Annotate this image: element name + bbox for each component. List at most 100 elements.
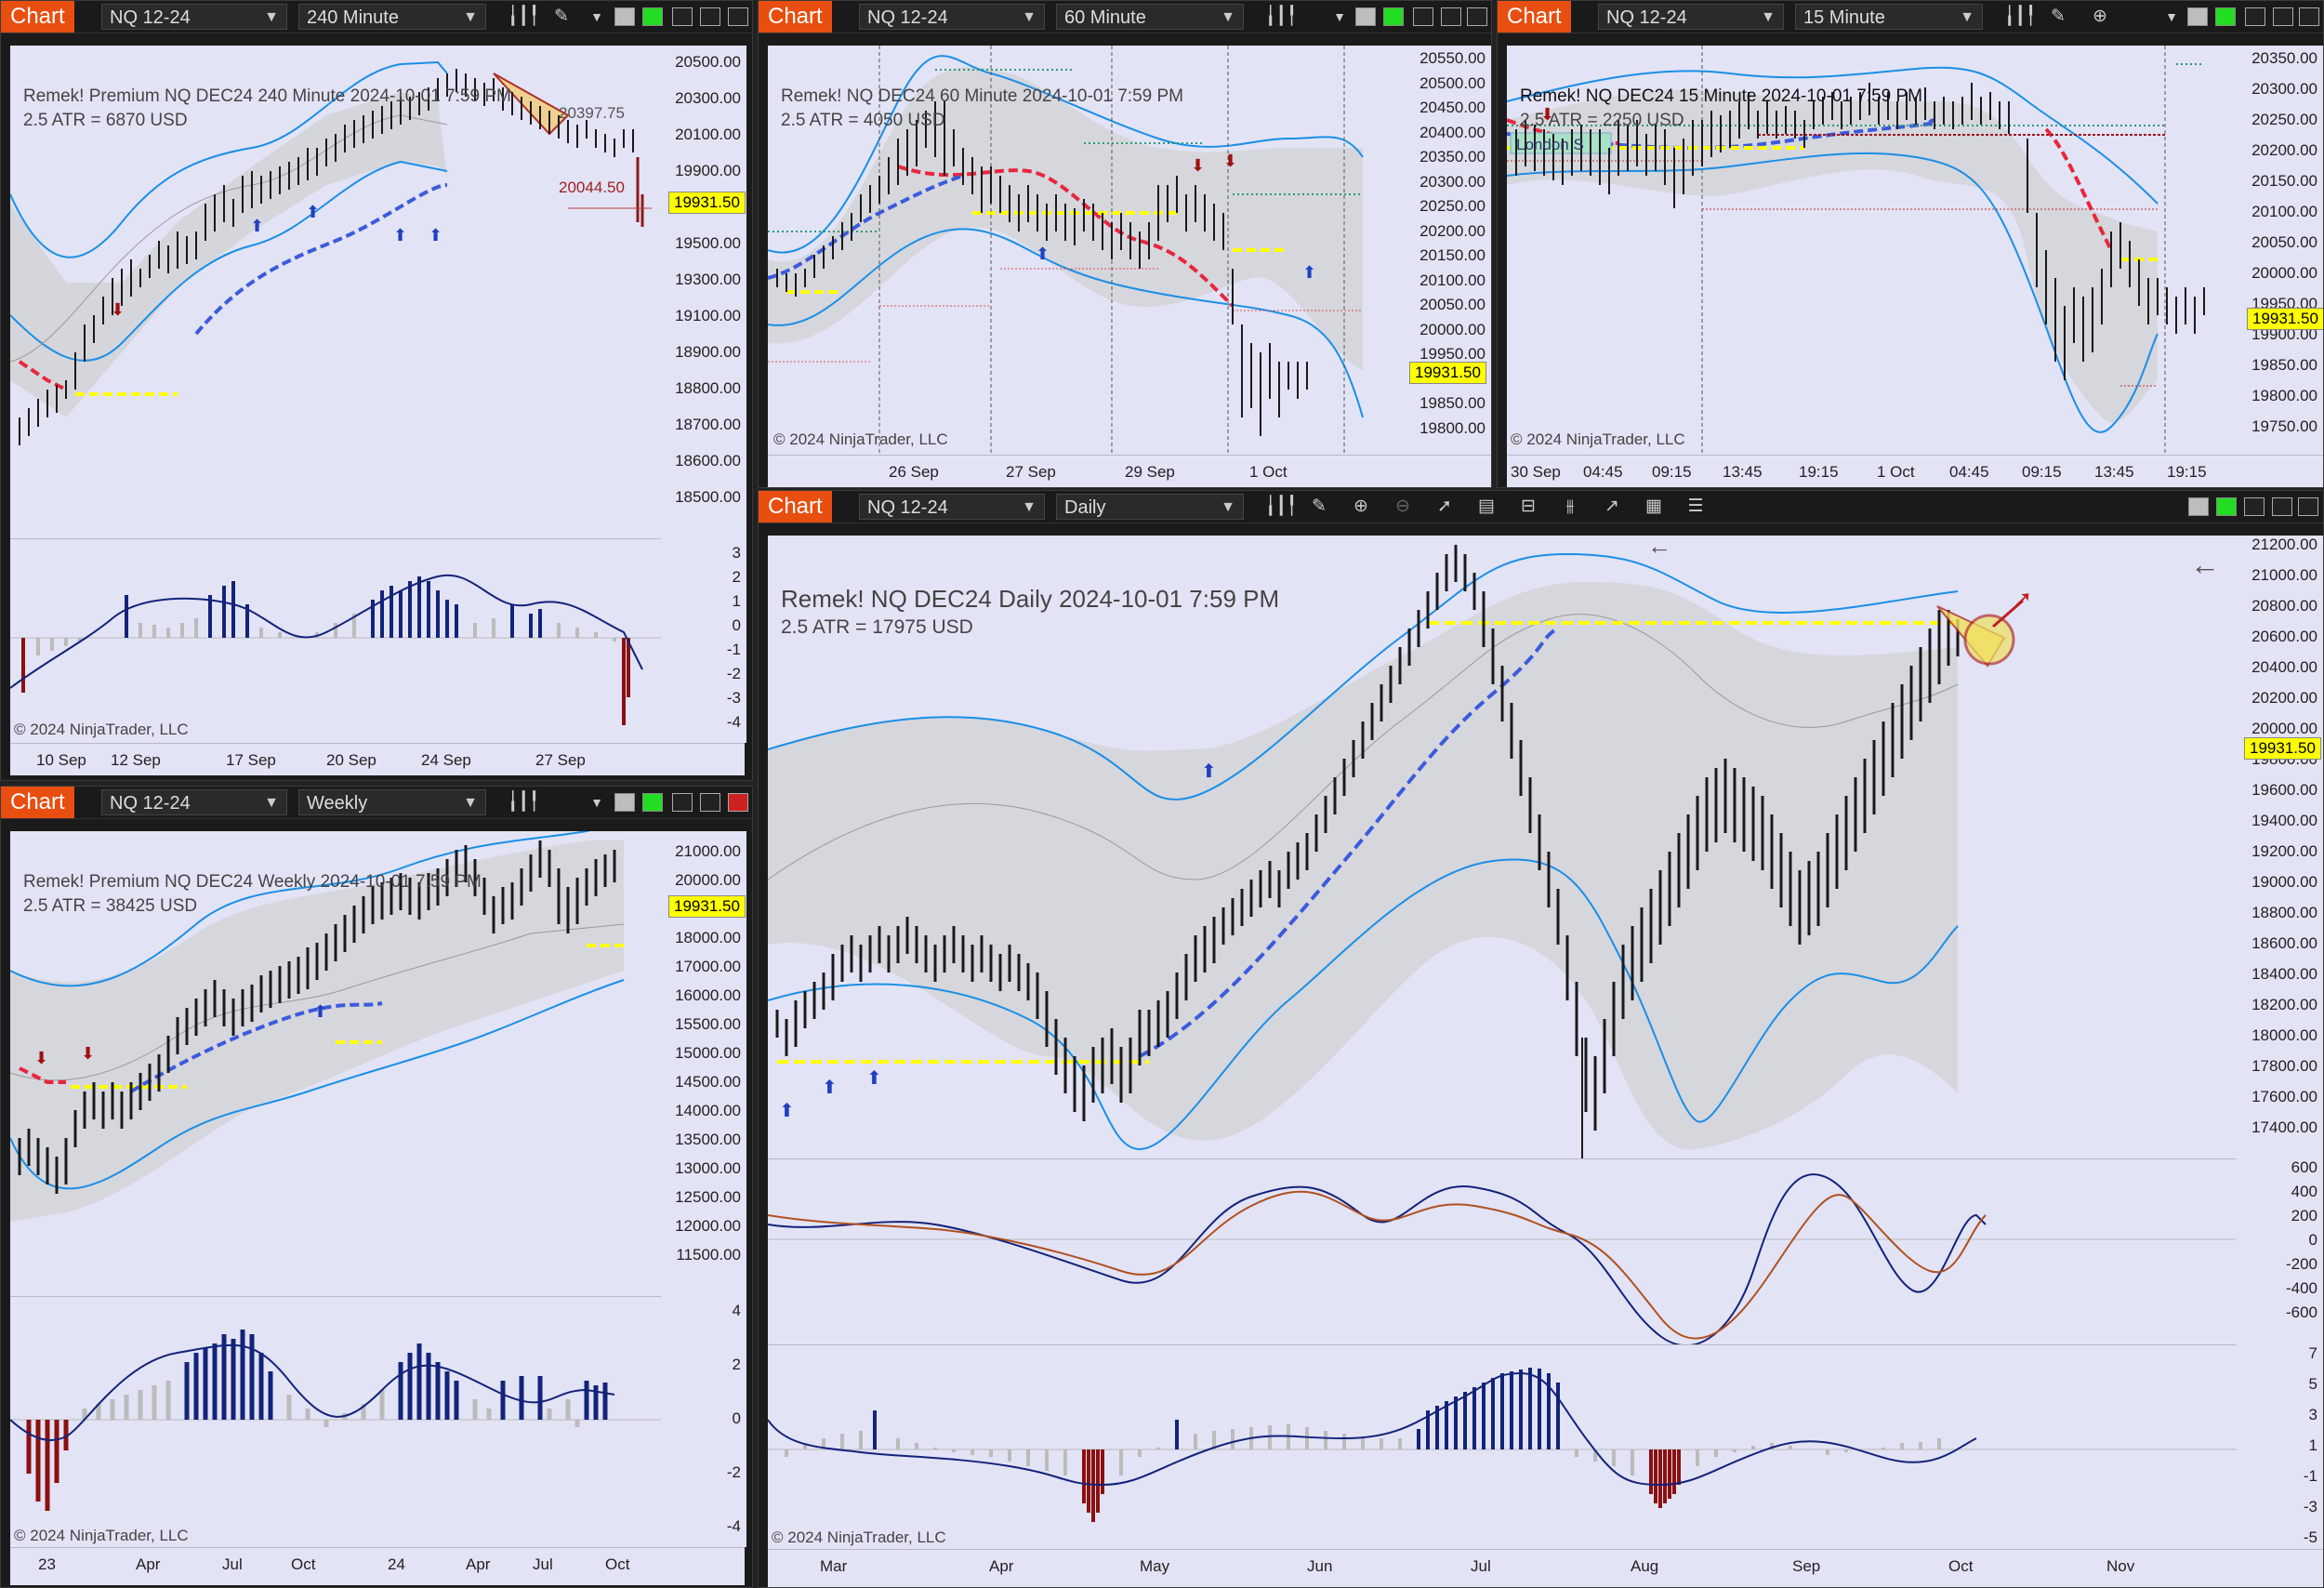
linked-color-green[interactable] bbox=[2215, 7, 2236, 26]
minimize-button[interactable] bbox=[672, 793, 693, 812]
axis-tick-label: -1 bbox=[726, 641, 741, 658]
minimize-button[interactable] bbox=[1413, 7, 1433, 26]
interval-selector[interactable]: 240 Minute ▼ bbox=[298, 4, 486, 30]
axis-tick-label: 19950.00 bbox=[1419, 345, 1486, 363]
linked-color-green[interactable] bbox=[1383, 7, 1404, 26]
macd-axis[interactable]: 600 400 200 0 -200 -400 -600 bbox=[2237, 1158, 2323, 1344]
chart-window-daily: Chart NQ 12-24 ▼ Daily ▼ ╽┃╿ ✎ ⊕ ⊖ ➚ ▤ ⊟ ⫵… bbox=[758, 490, 2324, 1588]
linked-color-gray[interactable] bbox=[614, 7, 635, 26]
time-axis[interactable]: Mar Apr May Jun Jul Aug Sep Oct Nov bbox=[768, 1549, 2323, 1587]
price-panel[interactable]: ⬇ ⬇ ⬆ ⬆ Remek! NQ DEC24 60 Minute 2024-10-… bbox=[768, 46, 1409, 455]
chart-trader-icon[interactable]: ⊟ bbox=[1521, 496, 1536, 516]
maximize-button[interactable] bbox=[2272, 497, 2292, 516]
maximize-button[interactable] bbox=[700, 7, 720, 26]
close-button[interactable] bbox=[2299, 7, 2319, 26]
back-arrow-icon: ← bbox=[1647, 536, 1671, 560]
minimize-button[interactable] bbox=[2244, 497, 2265, 516]
properties-icon[interactable]: ☰ bbox=[1687, 496, 1704, 516]
close-button[interactable] bbox=[1467, 7, 1487, 26]
linked-color-green[interactable] bbox=[2216, 497, 2237, 516]
instrument-selector[interactable]: NQ 12-24 ▼ bbox=[1598, 4, 1784, 30]
pointer-icon[interactable]: ➚ bbox=[1437, 496, 1452, 516]
toolbar-dropdown-icon[interactable]: ▼ bbox=[590, 9, 603, 24]
axis-tick-label: Oct bbox=[1948, 1557, 1974, 1575]
maximize-button[interactable] bbox=[700, 793, 720, 812]
close-button[interactable] bbox=[728, 7, 748, 26]
momentum-plot bbox=[768, 1368, 2237, 1522]
close-button[interactable] bbox=[728, 793, 748, 812]
instrument-selector[interactable]: NQ 12-24 ▼ bbox=[859, 4, 1045, 30]
chart-title: Remek! NQ DEC24 15 Minute 2024-10-01 7:5… bbox=[1520, 86, 1922, 106]
price-axis[interactable]: 21200.00 21000.00 20800.00 20600.00 20400.00… bbox=[2237, 536, 2323, 1158]
linked-color-green[interactable] bbox=[642, 793, 663, 812]
bar-style-icon[interactable]: ╽┃╿ bbox=[1265, 496, 1298, 516]
time-axis[interactable]: 26 Sep 27 Sep 29 Sep 1 Oct bbox=[768, 455, 1491, 487]
toolbar-dropdown-icon[interactable]: ▼ bbox=[2165, 9, 2178, 24]
time-axis[interactable]: 30 Sep 04:45 09:15 13:45 19:15 1 Oct 04:45 09:1… bbox=[1507, 455, 2323, 487]
chart-menu-button[interactable]: Chart bbox=[1498, 1, 1571, 33]
momentum-panel[interactable] bbox=[768, 1344, 2237, 1550]
instrument-selector[interactable]: NQ 12-24 ▼ bbox=[101, 4, 287, 30]
price-panel[interactable]: ⬆ ⬆ ⬆ ⬆ ⬇ Remek! Premium NQ DEC24 240 Minut… bbox=[10, 46, 661, 538]
toolbar-dropdown-icon[interactable]: ▼ bbox=[590, 795, 603, 810]
chart-menu-button[interactable]: Chart bbox=[1, 1, 74, 33]
axis-tick-label: 20300.00 bbox=[675, 89, 741, 107]
bar-style-icon[interactable]: ╽┃╿ bbox=[1265, 7, 1298, 26]
maximize-button[interactable] bbox=[1441, 7, 1461, 26]
minimize-button[interactable] bbox=[672, 7, 693, 26]
instrument-selector[interactable]: NQ 12-24 ▼ bbox=[101, 789, 287, 815]
data-box-icon[interactable]: ▤ bbox=[1478, 496, 1495, 516]
zoom-out-icon[interactable]: ⊖ bbox=[1395, 496, 1410, 516]
maximize-button[interactable] bbox=[2273, 7, 2293, 26]
momentum-panel[interactable] bbox=[10, 538, 661, 744]
copyright: © 2024 NinjaTrader, LLC bbox=[14, 721, 189, 738]
interval-selector[interactable]: Weekly ▼ bbox=[298, 789, 486, 815]
interval-selector[interactable]: Daily ▼ bbox=[1056, 494, 1244, 520]
linked-color-green[interactable] bbox=[642, 7, 663, 26]
bar-style-icon[interactable]: ╽┃╿ bbox=[508, 792, 540, 812]
axis-tick-label: 19300.00 bbox=[675, 271, 741, 288]
interval-selector[interactable]: 15 Minute ▼ bbox=[1795, 4, 1983, 30]
momentum-panel[interactable] bbox=[10, 1296, 661, 1548]
axis-tick-label: 20100.00 bbox=[2251, 203, 2317, 220]
price-axis[interactable]: 20550.00 20500.00 20450.00 20400.00 20350.00… bbox=[1409, 46, 1491, 455]
interval-selector[interactable]: 60 Minute ▼ bbox=[1056, 4, 1244, 30]
linked-color-gray[interactable] bbox=[2188, 497, 2209, 516]
price-axis[interactable]: 20350.00 20300.00 20250.00 20200.00 20150.00… bbox=[2223, 46, 2323, 455]
time-axis[interactable]: 10 Sep 12 Sep 17 Sep 20 Sep 24 Sep 27 Sep bbox=[10, 743, 745, 775]
close-button[interactable] bbox=[2298, 497, 2318, 516]
chevron-down-icon: ▼ bbox=[1022, 9, 1037, 25]
bar-style-icon[interactable]: ╽┃╿ bbox=[508, 7, 540, 26]
linked-color-gray[interactable] bbox=[614, 793, 635, 812]
momentum-axis[interactable]: 7 5 3 1 -1 -3 -5 bbox=[2237, 1344, 2323, 1549]
drawing-tools-icon[interactable]: ✎ bbox=[1312, 496, 1327, 516]
axis-tick-label: Apr bbox=[136, 1555, 161, 1573]
drawing-tools-icon[interactable]: ✎ bbox=[2051, 7, 2066, 26]
indicators-icon[interactable]: ↗ bbox=[1604, 496, 1619, 516]
zoom-in-icon[interactable]: ⊕ bbox=[2093, 7, 2107, 26]
momentum-axis[interactable]: 3 2 1 0 -1 -2 -3 -4 bbox=[661, 538, 746, 743]
instrument-selector[interactable]: NQ 12-24 ▼ bbox=[859, 494, 1045, 520]
momentum-axis[interactable]: 4 2 0 -2 -4 bbox=[661, 1296, 746, 1547]
price-axis[interactable]: 20500.0020300.0020100.0019900.0019700.00… bbox=[661, 46, 746, 538]
back-button[interactable]: ← bbox=[2190, 548, 2220, 581]
toolbar-dropdown-icon[interactable]: ▼ bbox=[1333, 9, 1346, 24]
minimize-button[interactable] bbox=[2245, 7, 2265, 26]
strategies-icon[interactable]: ⫵ bbox=[1565, 496, 1575, 516]
axis-tick-label: 18800.00 bbox=[2251, 904, 2317, 921]
macd-panel[interactable] bbox=[768, 1158, 2237, 1345]
time-axis[interactable]: 23 Apr Jul Oct 24 Apr Jul Oct bbox=[10, 1547, 745, 1585]
linked-color-gray[interactable] bbox=[1355, 7, 1376, 26]
chart-menu-button[interactable]: Chart bbox=[759, 491, 832, 523]
linked-color-gray[interactable] bbox=[2187, 7, 2208, 26]
price-panel[interactable]: ⬇ Remek! NQ DEC24 15 Minute 2024-10-01 7… bbox=[1507, 46, 2223, 455]
bar-style-icon[interactable]: ╽┃╿ bbox=[2004, 7, 2037, 26]
price-panel[interactable]: ⬇ ⬇ ⬆ Remek! Premium NQ DEC24 Weekly 2024… bbox=[10, 831, 661, 1296]
axis-tick-label: 15500.00 bbox=[675, 1015, 741, 1033]
drawing-tools-icon[interactable]: ✎ bbox=[554, 7, 569, 26]
chart-menu-button[interactable]: Chart bbox=[1, 787, 74, 818]
templates-icon[interactable]: ▦ bbox=[1645, 496, 1662, 516]
price-panel[interactable]: ➚ ⬆ ⬆ ⬆ ⬆ ← Remek! NQ DEC24 Daily 2024-10-0… bbox=[768, 536, 2237, 1158]
zoom-in-icon[interactable]: ⊕ bbox=[1353, 496, 1368, 516]
chart-menu-button[interactable]: Chart bbox=[759, 1, 832, 33]
